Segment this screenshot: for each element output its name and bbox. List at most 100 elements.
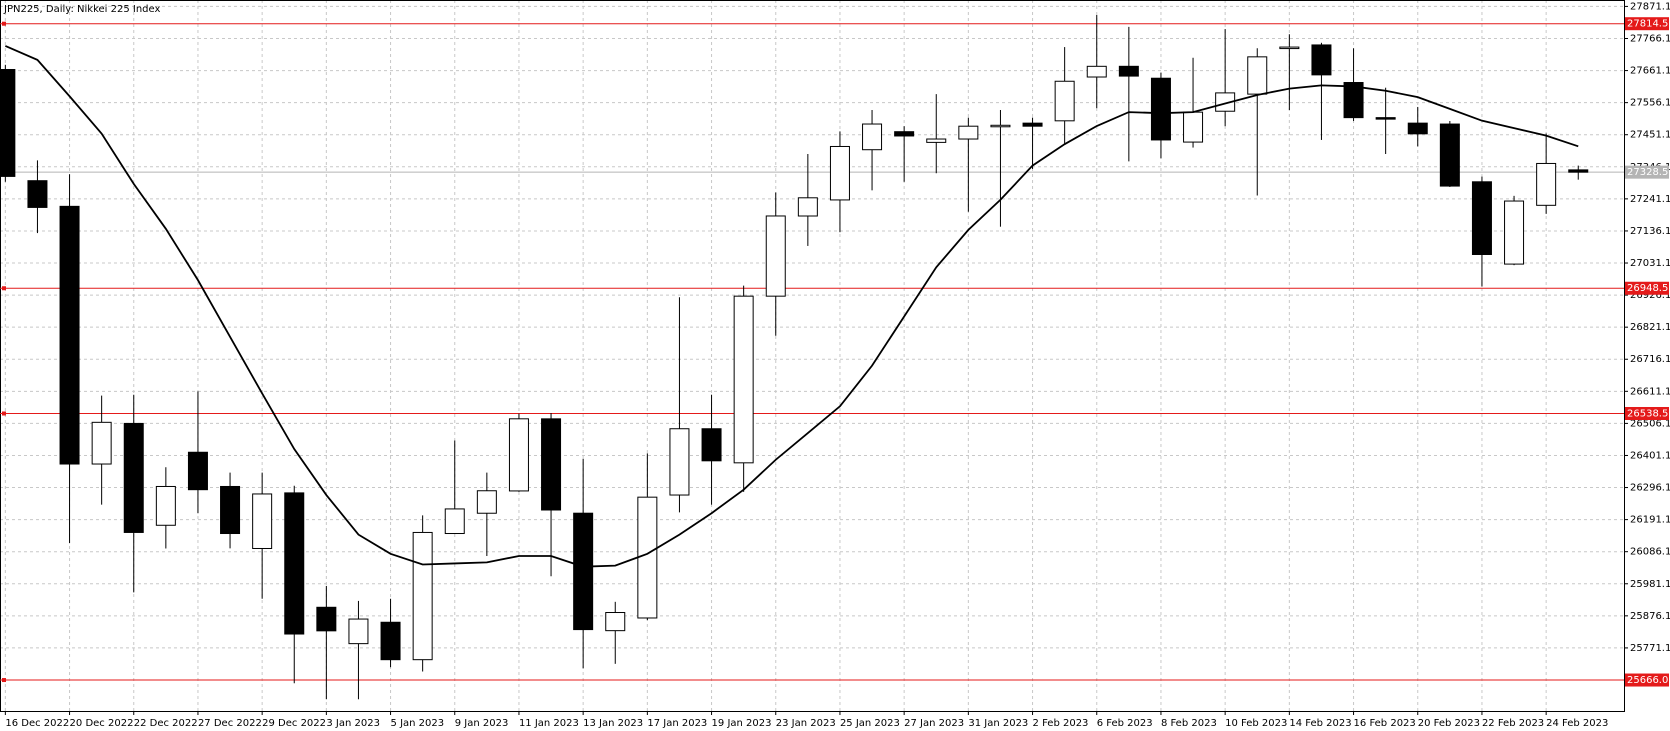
candle-body [541, 418, 562, 511]
y-tick-label: 26296.1 [1630, 483, 1670, 494]
x-tick-label: 17 Jan 2023 [647, 718, 707, 729]
candle-body [1118, 65, 1139, 77]
candle-body [91, 421, 112, 465]
x-tick-label: 6 Feb 2023 [1097, 718, 1153, 729]
candle-body [155, 485, 176, 526]
last-price-bg [1625, 165, 1669, 179]
candle-body [380, 621, 401, 661]
candle-body [1375, 117, 1396, 120]
y-tick-label: 27661.1 [1630, 66, 1670, 77]
candle-body [605, 612, 626, 632]
level-marker [2, 21, 6, 26]
x-tick-label: 9 Jan 2023 [455, 718, 509, 729]
candle-body [1054, 80, 1075, 122]
x-tick-label: 3 Jan 2023 [326, 718, 380, 729]
x-tick-label: 22 Feb 2023 [1482, 718, 1544, 729]
candle-body [59, 205, 80, 465]
x-tick-label: 29 Dec 2022 [262, 718, 326, 729]
level-marker [2, 411, 6, 416]
candle-body [187, 451, 208, 491]
candle-body [1504, 200, 1525, 265]
y-tick-label: 27136.1 [1630, 226, 1670, 237]
x-tick-label: 27 Jan 2023 [904, 718, 964, 729]
y-tick-label: 27556.1 [1630, 98, 1670, 109]
x-tick-label: 31 Jan 2023 [968, 718, 1028, 729]
level-marker [2, 286, 6, 291]
x-tick-label: 23 Jan 2023 [776, 718, 836, 729]
candle-body [476, 490, 497, 514]
y-tick-label: 26611.1 [1630, 386, 1670, 397]
x-tick-label: 27 Dec 2022 [198, 718, 262, 729]
level-label-bg [1625, 673, 1669, 687]
candle-body [862, 123, 883, 151]
x-tick-label: 24 Feb 2023 [1546, 718, 1608, 729]
candle-body [1439, 123, 1460, 187]
last-price-label: 27328.5 [1627, 167, 1668, 178]
x-tick-label: 8 Feb 2023 [1161, 718, 1217, 729]
y-tick-label: 26086.1 [1630, 547, 1670, 558]
y-tick-label: 27766.1 [1630, 33, 1670, 44]
moving-average [4, 45, 1579, 568]
x-tick-label: 25 Jan 2023 [840, 718, 900, 729]
candle-body [508, 418, 529, 492]
candle-body [829, 145, 850, 201]
level-label: 25666.0 [1627, 675, 1668, 686]
candle-body [1407, 122, 1428, 135]
candle-body [797, 197, 818, 217]
y-tick-label: 26821.1 [1630, 322, 1670, 333]
candle-body [1183, 111, 1204, 143]
x-tick-label: 5 Jan 2023 [391, 718, 445, 729]
candle-body [27, 180, 48, 208]
x-tick-label: 16 Feb 2023 [1354, 718, 1416, 729]
y-tick-label: 27451.1 [1630, 130, 1670, 141]
x-tick-label: 14 Feb 2023 [1289, 718, 1351, 729]
x-tick-label: 10 Feb 2023 [1225, 718, 1287, 729]
candle-body [1086, 65, 1107, 78]
y-tick-label: 27871.1 [1630, 1, 1670, 12]
candle-body [284, 492, 305, 635]
plot-frame [0, 0, 1625, 712]
candle-body [252, 493, 273, 549]
candle-body [1279, 46, 1300, 50]
candle-body [894, 131, 915, 137]
y-tick-label: 27031.1 [1630, 258, 1670, 269]
level-label: 27814.5 [1627, 19, 1668, 30]
candle-body [637, 496, 658, 619]
level-marker [2, 678, 6, 683]
y-tick-label: 25771.1 [1630, 643, 1670, 654]
x-tick-label: 16 Dec 2022 [5, 718, 69, 729]
candle-body [765, 215, 786, 297]
candle-body [1343, 82, 1364, 119]
candle-body [1150, 77, 1171, 141]
candle-body [316, 606, 337, 632]
y-tick-label: 27241.1 [1630, 194, 1670, 205]
candle-body [573, 512, 594, 631]
candle-body [1311, 44, 1332, 76]
candle-body [123, 422, 144, 533]
candle-body [444, 508, 465, 535]
chart-title: JPN225, Daily: Nikkei 225 Index [3, 4, 160, 15]
y-tick-label: 25876.1 [1630, 611, 1670, 622]
level-label-bg [1625, 406, 1669, 420]
candle-body [733, 295, 754, 464]
candle-body [412, 531, 433, 661]
candle-body [990, 124, 1011, 128]
x-tick-label: 19 Jan 2023 [712, 718, 772, 729]
y-tick-label: 25981.1 [1630, 579, 1670, 590]
level-label-bg [1625, 17, 1669, 31]
y-tick-label: 26716.1 [1630, 354, 1670, 365]
x-tick-label: 22 Dec 2022 [134, 718, 198, 729]
level-label-bg [1625, 281, 1669, 295]
candle-body [348, 618, 369, 645]
x-tick-label: 11 Jan 2023 [519, 718, 579, 729]
candle-body [669, 428, 690, 496]
candle-body [1215, 92, 1236, 112]
x-tick-label: 20 Dec 2022 [70, 718, 134, 729]
y-tick-label: 26506.1 [1630, 418, 1670, 429]
y-tick-label: 26401.1 [1630, 450, 1670, 461]
candle-body [1536, 162, 1557, 206]
y-tick-label: 26926.1 [1630, 290, 1670, 301]
candle-body [1247, 56, 1268, 95]
x-tick-label: 20 Feb 2023 [1418, 718, 1480, 729]
